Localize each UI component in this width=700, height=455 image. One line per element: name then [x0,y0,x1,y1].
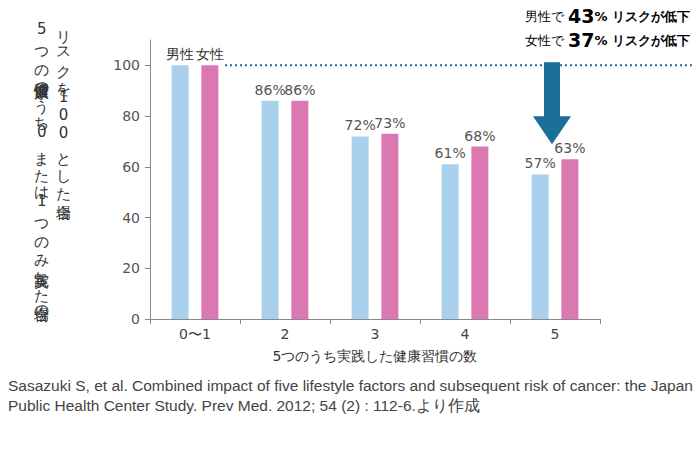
svg-text:5つのうち実践した健康習慣の数: 5つのうち実践した健康習慣の数 [273,348,478,364]
svg-text:% リスクが低下: % リスクが低下 [594,9,690,24]
svg-text:37: 37 [568,29,594,51]
svg-text:% リスクが低下: % リスクが低下 [594,33,690,48]
svg-text:女性: 女性 [196,46,224,62]
svg-text:4: 4 [461,326,470,342]
svg-text:60: 60 [122,159,140,175]
svg-text:女性で: 女性で [525,33,568,48]
svg-text:43: 43 [568,5,594,27]
svg-text:57%: 57% [525,155,556,171]
svg-text:40: 40 [122,210,140,226]
svg-text:2: 2 [281,326,290,342]
svg-text:男性: 男性 [166,46,194,62]
svg-text:3: 3 [371,326,380,342]
svg-text:86%: 86% [284,82,315,98]
html-text:Sasazuki S, et al. Combined im: Sasazuki S, et al. Combined impact of fi… [8,377,693,415]
svg-text:80: 80 [122,108,140,124]
svg-text:72%: 72% [345,117,376,133]
svg-text:0〜1: 0〜1 [179,326,211,342]
svg-text:68%: 68% [464,128,495,144]
svg-text:5: 5 [551,326,560,342]
svg-text:63%: 63% [554,140,585,156]
svg-text:100: 100 [113,57,140,73]
svg-text:61%: 61% [435,145,466,161]
svg-text:男性で: 男性で [525,9,568,24]
html-text:5つの健康習慣のうち0または1つのみ実践した場合のリスクを1: 5つの健康習慣のうち0または1つのみ実践した場合のリスクを100とした場合 [32,20,73,312]
svg-text:0: 0 [131,311,140,327]
svg-text:20: 20 [122,260,140,276]
svg-text:86%: 86% [255,82,286,98]
svg-text:73%: 73% [374,115,405,131]
